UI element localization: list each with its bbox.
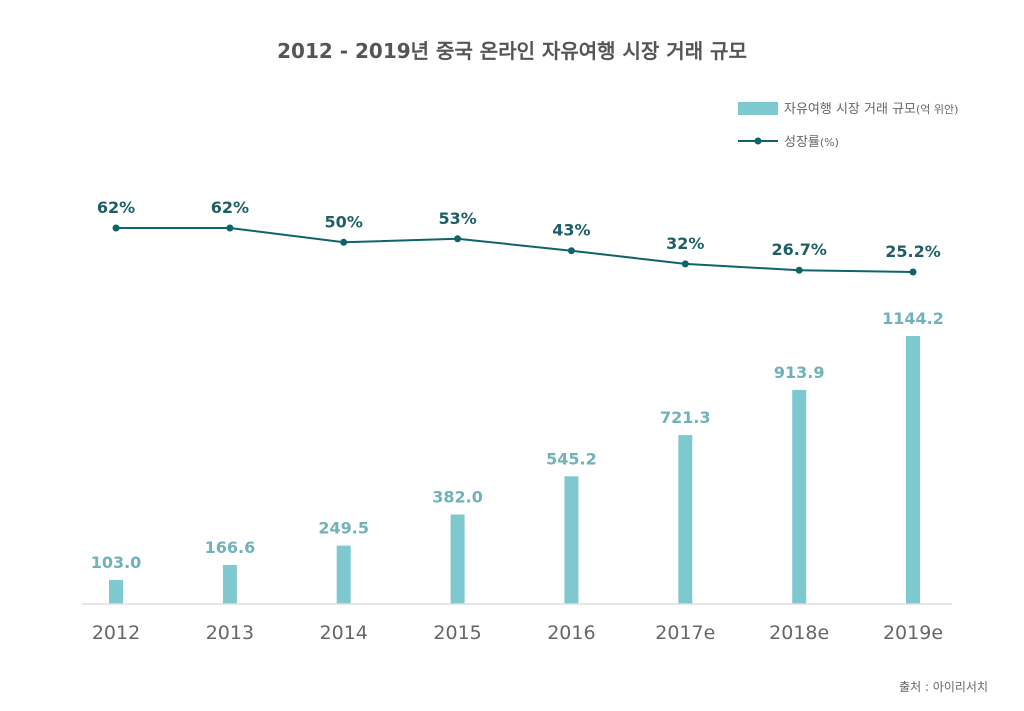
legend-line-label: 성장률 <box>784 135 820 150</box>
growth-value-label: 62% <box>211 198 249 217</box>
growth-point-2015 <box>454 235 462 243</box>
x-tick-label: 2019e <box>883 622 943 644</box>
bar-value-label: 249.5 <box>318 519 369 538</box>
bar-series: 103.0 166.6 249.5 382.0 545.2 721.3 913.9 1144.… <box>91 309 944 604</box>
line-series: 62% 62% 50% 53% 43% 32% 26.7% 25.2% <box>97 198 941 276</box>
bar-value-label: 103.0 <box>91 553 142 572</box>
x-axis-ticks: 2012 2013 2014 2015 2016 2017e 2018e 2019e <box>92 622 943 644</box>
growth-point-2013 <box>226 224 234 232</box>
bar-2019e <box>906 336 920 604</box>
bar-2016 <box>564 476 579 604</box>
growth-point-2018e <box>795 266 803 274</box>
x-tick-label: 2018e <box>769 622 829 644</box>
bar-value-label: 1144.2 <box>882 309 944 328</box>
bar-2015 <box>450 514 465 604</box>
growth-point-2017e <box>681 260 689 268</box>
growth-line <box>116 227 914 273</box>
x-tick-label: 2013 <box>206 622 254 644</box>
growth-point-2014 <box>340 238 348 246</box>
legend: 자유여행 시장 거래 규모(억 위안) 성장률(%) <box>738 101 958 150</box>
bar-2017e <box>678 435 693 604</box>
x-tick-label: 2012 <box>92 622 140 644</box>
growth-point-2012 <box>112 224 120 232</box>
growth-point-2019e <box>909 268 917 276</box>
x-tick-label: 2015 <box>433 622 481 644</box>
chart-title: 2012 - 2019년 중국 온라인 자유여행 시장 거래 규모 <box>277 39 747 63</box>
x-tick-label: 2016 <box>547 622 595 644</box>
legend-bar-label: 자유여행 시장 거래 규모 <box>784 101 916 117</box>
bar-2018e <box>792 389 807 604</box>
growth-value-label: 50% <box>325 212 363 231</box>
growth-value-label: 62% <box>97 198 135 217</box>
bar-2014 <box>336 545 351 604</box>
growth-point-2016 <box>567 247 575 255</box>
bar-value-label: 721.3 <box>660 408 711 427</box>
growth-value-label: 53% <box>438 209 476 228</box>
legend-line-text: 성장률(%) <box>784 135 839 150</box>
bar-2012 <box>109 579 123 604</box>
source-note: 출처 : 아이리서치 <box>899 680 988 694</box>
legend-bar-unit: (억 위안) <box>916 103 958 116</box>
x-tick-label: 2014 <box>320 622 368 644</box>
growth-value-label: 43% <box>552 221 590 240</box>
bar-2013 <box>222 565 237 604</box>
growth-value-label: 26.7% <box>771 240 827 259</box>
legend-line-unit: (%) <box>820 136 839 149</box>
bar-value-label: 545.2 <box>546 449 597 468</box>
growth-value-label: 32% <box>666 234 704 253</box>
legend-line-marker <box>754 137 762 145</box>
x-tick-label: 2017e <box>655 622 715 644</box>
growth-value-label: 25.2% <box>885 242 941 261</box>
bar-value-label: 913.9 <box>774 363 825 382</box>
legend-bar-swatch <box>738 102 778 115</box>
bar-value-label: 382.0 <box>432 488 483 507</box>
bar-value-label: 166.6 <box>205 538 256 557</box>
legend-bar-text: 자유여행 시장 거래 규모(억 위안) <box>784 101 958 117</box>
